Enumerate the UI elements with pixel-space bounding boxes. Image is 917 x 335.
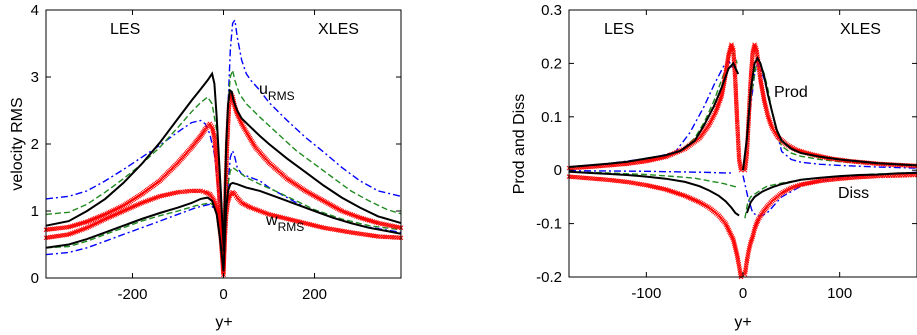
left-series-11-markers [221,189,404,274]
left-series-2-line [45,203,225,272]
left-chart-panel: -200 0 200 0 1 2 3 4 y+ velocity RMS LES XLES u… [9,2,404,331]
left-y-tick-label: 4 [31,2,39,19]
right-x-axis-label: y+ [734,314,751,331]
right-les-label: LES [604,21,634,38]
left-series-0-line [45,119,225,272]
left-series-4-line [45,96,225,272]
left-series-13-line [222,88,402,252]
left-series-7-line [222,166,402,265]
u-rms-subscript: RMS [268,89,295,103]
right-y-tick-label: 0.1 [541,109,562,126]
left-series-15-line [222,181,402,272]
right-series-12-line [568,61,740,168]
left-series-9-markers [221,91,404,274]
w-rms-subscript: RMS [278,220,305,234]
left-y-tick-label: 2 [31,136,39,153]
right-y-tick-label: -0.2 [536,269,562,286]
right-series-2-line [568,170,734,174]
diss-annotation: Diss [838,185,869,202]
right-series-14-line [568,170,740,217]
right-series-9-markers [742,42,917,173]
right-x-tick-label: 100 [827,285,852,302]
right-y-tick-label: 0.3 [541,2,562,19]
left-series-6-line [45,202,225,272]
right-series-5-line [742,56,917,171]
left-series-12-line [45,71,225,245]
right-y-tick-label: 0 [554,162,562,179]
u-rms-main: u [259,81,268,98]
left-series-14-line [45,196,225,272]
left-y-tick-label: 1 [31,203,39,220]
right-series-3-line [742,171,917,217]
left-series-5-line [222,67,402,258]
right-series-6-line [568,171,739,188]
left-x-tick-label: 0 [219,286,227,303]
right-chart-panel: -100 0 100 -0.2 -0.1 0 0.1 0.2 0.3 y+ Prod and D… [511,2,917,331]
right-y-tick-label: 0.2 [541,55,562,72]
left-series-10-markers [43,188,226,278]
right-x-tick-label: 0 [739,285,747,302]
u-rms-annotation: uRMS [259,81,295,103]
left-y-tick-label: 0 [31,270,39,287]
right-series-13-line [742,56,917,171]
right-series-11-markers [742,172,917,277]
right-series-0-line [568,59,734,169]
left-x-tick-label: -200 [117,286,147,303]
left-les-label: LES [110,21,140,38]
right-y-axis-label: Prod and Diss [511,94,528,195]
left-xles-label: XLES [318,21,359,38]
left-series-1-line [222,18,402,252]
right-plot-frame [568,9,917,278]
w-rms-annotation: wRMS [265,212,304,234]
right-y-tick-label: -0.1 [536,216,562,233]
right-series-10-markers [566,174,744,280]
right-xles-label: XLES [840,21,881,38]
left-x-tick-label: 200 [302,286,327,303]
left-y-axis-label: velocity RMS [9,97,26,190]
left-series-8-markers [43,121,226,278]
left-y-tick-label: 3 [31,69,39,86]
right-series-15-line [745,171,917,214]
prod-annotation: Prod [774,84,808,101]
w-rms-main: w [265,212,278,229]
right-x-tick-label: -100 [631,285,661,302]
left-x-axis-label: y+ [215,314,232,331]
right-series-8-markers [566,42,744,173]
